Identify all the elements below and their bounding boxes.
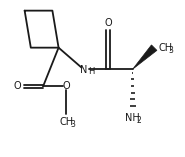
- Text: O: O: [63, 81, 70, 91]
- Polygon shape: [133, 45, 157, 69]
- Text: 3: 3: [168, 46, 173, 55]
- Text: O: O: [13, 81, 21, 91]
- Text: N: N: [80, 65, 87, 75]
- Text: CH: CH: [158, 43, 172, 53]
- Text: 3: 3: [70, 120, 75, 129]
- Text: CH: CH: [59, 117, 73, 127]
- Text: H: H: [89, 67, 95, 76]
- Text: 2: 2: [137, 116, 142, 125]
- Text: NH: NH: [125, 113, 140, 123]
- Text: O: O: [104, 18, 112, 28]
